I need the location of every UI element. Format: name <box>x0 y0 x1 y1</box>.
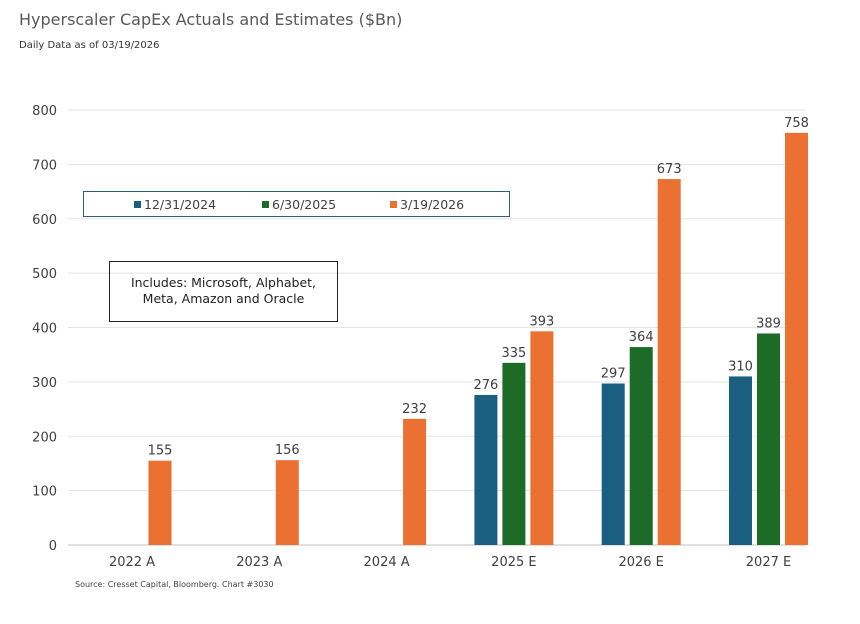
annotation-line: Meta, Amazon and Oracle <box>142 291 305 306</box>
chart-subtitle: Daily Data as of 03/19/2026 <box>19 40 160 51</box>
bar <box>403 418 427 545</box>
legend-item: 6/30/2025 <box>262 197 336 212</box>
data-label: 364 <box>629 330 654 345</box>
legend-label: 6/30/2025 <box>272 196 337 212</box>
data-label: 297 <box>601 367 626 382</box>
annotation-line: Includes: Microsoft, Alphabet, <box>130 275 317 290</box>
data-label: 310 <box>728 359 753 374</box>
bar <box>502 362 526 545</box>
y-tick-label: 700 <box>32 158 57 173</box>
source-note: Source: Cresset Capital, Bloomberg. Char… <box>75 580 274 589</box>
bar <box>757 333 780 545</box>
data-label: 393 <box>529 314 554 329</box>
bar <box>148 460 172 545</box>
data-label: 232 <box>402 402 427 417</box>
legend-swatch <box>262 200 269 208</box>
bar <box>275 460 299 545</box>
data-label: 276 <box>473 378 498 393</box>
data-label: 335 <box>501 346 526 361</box>
legend-label: 3/19/2026 <box>400 196 465 212</box>
legend-swatch <box>390 200 397 208</box>
bar <box>629 347 653 545</box>
data-label: 673 <box>657 162 682 177</box>
x-tick-label: 2026 E <box>618 555 663 570</box>
x-tick-label: 2024 A <box>364 555 410 570</box>
chart-title: Hyperscaler CapEx Actuals and Estimates … <box>19 10 403 29</box>
y-tick-label: 0 <box>49 539 57 554</box>
legend-label: 12/31/2024 <box>144 196 217 212</box>
x-tick-label: 2023 A <box>236 555 282 570</box>
y-tick-label: 800 <box>32 104 57 119</box>
data-label: 389 <box>756 316 781 331</box>
y-tick-label: 500 <box>32 267 57 282</box>
legend-item: 3/19/2026 <box>390 197 464 212</box>
legend-swatch <box>134 200 141 208</box>
legend: 12/31/2024 6/30/2025 3/19/2026 <box>83 191 510 217</box>
y-tick-label: 400 <box>32 322 57 337</box>
data-label: 156 <box>275 443 300 458</box>
legend-item: 12/31/2024 <box>134 197 216 212</box>
annotation-box: Includes: Microsoft, Alphabet, Meta, Ama… <box>109 261 338 322</box>
y-tick-label: 600 <box>32 213 57 228</box>
x-tick-label: 2027 E <box>746 555 791 570</box>
x-tick-label: 2022 A <box>109 555 155 570</box>
data-label: 155 <box>148 444 173 459</box>
bar <box>785 132 808 545</box>
y-tick-label: 100 <box>32 485 57 500</box>
bar <box>657 179 681 545</box>
bar <box>601 383 625 545</box>
data-label: 758 <box>784 116 809 131</box>
bar <box>530 331 554 545</box>
bar <box>474 394 498 545</box>
y-tick-label: 300 <box>32 376 57 391</box>
bar <box>729 376 752 545</box>
y-tick-label: 200 <box>32 430 57 445</box>
x-tick-label: 2025 E <box>491 555 536 570</box>
